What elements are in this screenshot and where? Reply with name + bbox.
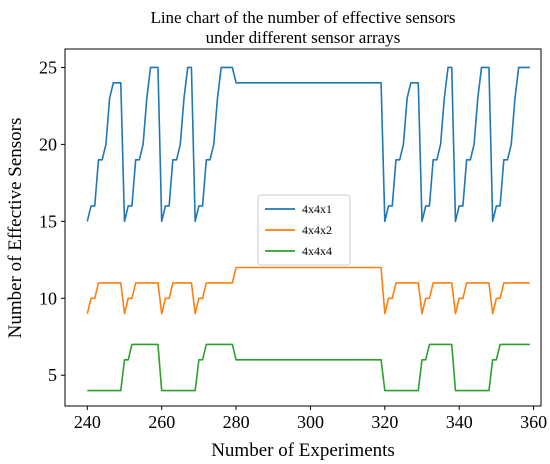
- x-tick-label: 260: [148, 412, 175, 432]
- series-layer: [86, 66, 530, 392]
- plot-frame: [64, 48, 542, 407]
- legend-label-4x4x1: 4x4x1: [302, 202, 332, 216]
- x-tick-label: 300: [297, 412, 324, 432]
- y-tick-label: 15: [39, 211, 57, 231]
- x-tick-label: 340: [446, 412, 473, 432]
- y-axis-label: Number of Effective Sensors: [5, 118, 26, 339]
- x-tick-label: 360: [520, 412, 547, 432]
- series-line-4x4x1: [86, 66, 530, 223]
- legend-box: [257, 194, 351, 266]
- y-tick-label: 5: [48, 365, 57, 385]
- legend: 4x4x1 4x4x2 4x4x4: [257, 194, 351, 266]
- series-line-4x4x2: [86, 266, 530, 315]
- y-tick-label: 10: [39, 288, 57, 308]
- ticks-layer: 240 260 280 300 320 340 360 5 10 15 20 25: [39, 57, 547, 432]
- y-tick-label: 20: [39, 134, 57, 154]
- series-line-4x4x4: [87, 343, 530, 392]
- x-tick-label: 320: [371, 412, 398, 432]
- y-tick-label: 25: [39, 57, 57, 77]
- x-tick-label: 240: [74, 412, 101, 432]
- chart-title-line-1: Line chart of the number of effective se…: [150, 8, 455, 27]
- x-axis-label: Number of Experiments: [211, 440, 395, 461]
- chart-title-line-2: under different sensor arrays: [206, 28, 401, 47]
- x-tick-label: 280: [223, 412, 250, 432]
- legend-label-4x4x2: 4x4x2: [302, 223, 332, 237]
- legend-label-4x4x4: 4x4x4: [302, 244, 332, 258]
